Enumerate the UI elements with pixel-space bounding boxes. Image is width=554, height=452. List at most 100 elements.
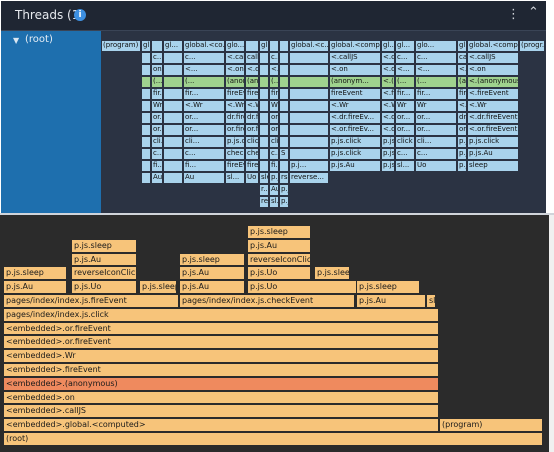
overview-frame[interactable]: p.js.Au [279,184,289,196]
overview-frame[interactable]: p.js.click [467,136,519,148]
overview-frame[interactable] [289,148,329,160]
overview-frame[interactable]: or... [395,112,415,124]
overview-frame[interactable]: p.js.click [381,148,395,160]
overview-frame[interactable]: (... [151,76,163,88]
overview-frame[interactable]: Wr [415,100,457,112]
overview-frame[interactable]: <.on [467,64,519,76]
overview-frame[interactable]: or.fireEv... [225,124,245,136]
flame-frame[interactable]: p.js.Au [179,280,245,294]
overview-frame[interactable] [289,136,329,148]
overview-frame[interactable]: Au [151,172,163,184]
overview-frame[interactable]: Wr [395,100,415,112]
overview-frame[interactable]: <.on [225,64,245,76]
overview-frame[interactable]: or... [151,124,163,136]
overview-frame[interactable]: sl... [395,160,415,172]
overview-frame[interactable]: or... [415,124,457,136]
flame-frame[interactable]: pages/index/index.js.checkEvent [179,294,355,308]
overview-frame[interactable]: reverse... [289,172,329,184]
overview-frame[interactable] [163,160,183,172]
overview-frame[interactable]: on [151,64,163,76]
flame-frame[interactable]: <embedded>.Wr [3,349,439,363]
overview-frame[interactable]: fir... [415,88,457,100]
overview-frame[interactable] [279,40,289,52]
overview-frame[interactable] [259,88,269,100]
overview-frame[interactable] [141,76,151,88]
overview-frame[interactable] [163,52,183,64]
overview-frame[interactable]: dr.fireEv... [225,112,245,124]
overview-frame[interactable]: <.or.fireEvent [467,124,519,136]
overview-frame[interactable]: c... [183,148,225,160]
overview-frame[interactable]: p.js.click [457,136,467,148]
overview-frame[interactable]: (anonym... [329,76,381,88]
overview-frame[interactable]: call... [245,52,259,64]
flame-frame[interactable]: p.js.Au [356,294,426,308]
overview-frame[interactable]: c... [269,52,279,64]
overview-frame[interactable]: <.callJS [381,52,395,64]
overview-frame[interactable] [259,100,269,112]
overview-frame[interactable]: p.js.Au [467,148,519,160]
overview-frame[interactable]: or... [183,112,225,124]
overview-frame[interactable] [141,88,151,100]
overview-frame[interactable] [289,124,329,136]
panel-divider[interactable] [0,213,554,215]
overview-frame[interactable] [259,76,269,88]
overview-frame[interactable] [279,112,289,124]
overview-frame[interactable]: p.js.Uo [457,160,467,172]
overview-frame[interactable]: <.on [329,64,381,76]
overview-frame[interactable] [259,112,269,124]
overview-frame[interactable]: Uo [415,160,457,172]
expand-triangle-icon[interactable]: ▼ [13,36,20,45]
overview-frame[interactable]: cli... [151,136,163,148]
overview-frame[interactable]: dr.fir... [245,112,259,124]
overview-frame[interactable]: Wr [269,100,279,112]
flame-frame[interactable]: p.js.sleep [247,225,311,239]
overview-frame[interactable]: c... [395,148,415,160]
flame-frame[interactable]: <embedded>.or.fireEvent [3,321,439,336]
overview-frame[interactable] [163,136,183,148]
overview-frame[interactable]: <.on [245,64,259,76]
overview-frame[interactable]: dr.fir... [457,112,467,124]
flame-frame[interactable]: p.js.sleep [139,280,177,294]
overview-frame[interactable]: <.dr.fireEvent [467,112,519,124]
overview-frame[interactable]: click [245,136,259,148]
overview-frame[interactable]: global.<co... [183,40,225,52]
overview-frame[interactable] [163,124,183,136]
overview-frame[interactable]: fir... [395,88,415,100]
overview-frame[interactable]: (progr... [519,40,545,52]
overview-frame[interactable]: gl... [259,40,269,52]
overview-frame[interactable] [141,112,151,124]
overview-frame[interactable]: c... [395,52,415,64]
overview-frame[interactable] [141,160,151,172]
overview-frame[interactable]: <.Wr [457,100,467,112]
overview-frame[interactable]: c... [415,148,457,160]
flame-frame[interactable]: p.js.Au [247,238,311,253]
overview-frame[interactable]: or... [415,112,457,124]
flame-frame[interactable]: pages/index/index.js.fireEvent [3,294,179,308]
overview-frame[interactable]: <.or.fireEvent [381,124,395,136]
flame-frame[interactable]: p.js.sleep [314,266,350,281]
flame-frame[interactable]: (root) [3,432,543,446]
overview-frame[interactable]: gl... [141,40,151,52]
overview-frame[interactable]: cli... [183,136,225,148]
flame-frame[interactable]: <embedded>.(anonymous) [3,376,439,391]
flame-frame[interactable]: p.js.sleep [356,280,420,294]
flame-frame[interactable]: p.js.Au [71,252,137,267]
overview-frame[interactable]: global.<c... [289,40,329,52]
overview-frame[interactable] [289,76,329,88]
overview-frame[interactable]: <.Wr [467,100,519,112]
overview-frame[interactable] [279,100,289,112]
overview-frame[interactable]: or... [269,112,279,124]
overview-frame[interactable] [141,148,151,160]
overview-frame[interactable]: or... [151,112,163,124]
overview-frame[interactable]: p.js.click [381,136,395,148]
overview-frame[interactable]: c... [151,52,163,64]
overview-frame[interactable]: <.on [457,64,467,76]
overview-frame[interactable] [163,88,183,100]
overview-frame[interactable]: <.Wr [381,100,395,112]
overview-frame[interactable]: re... [259,196,269,208]
overview-frame[interactable]: glo... [225,40,245,52]
overview-frame[interactable]: (anonym... [225,76,245,88]
overview-frame[interactable]: checkEve... [225,148,245,160]
overview-frame[interactable]: fireEvent [329,88,381,100]
overview-frame[interactable] [141,64,151,76]
